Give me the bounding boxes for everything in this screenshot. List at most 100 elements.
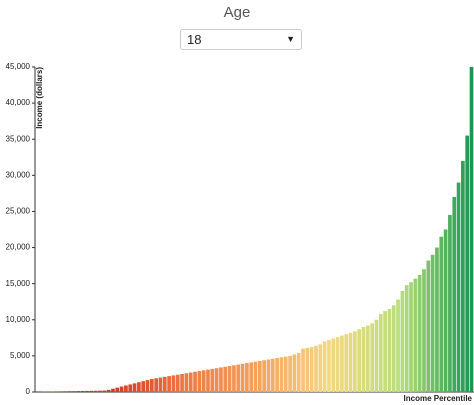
bar <box>353 331 357 392</box>
bar <box>59 391 63 392</box>
bar <box>102 390 107 392</box>
bar <box>193 371 197 392</box>
bar <box>154 378 158 392</box>
bar <box>232 365 236 392</box>
bar <box>236 364 241 392</box>
y-tick-label: 35,000 <box>6 134 31 143</box>
bar <box>387 308 392 392</box>
y-tick-label: 0 <box>26 387 31 396</box>
bar <box>197 371 202 392</box>
y-tick-label: 10,000 <box>6 315 31 324</box>
bar <box>132 383 137 392</box>
bar <box>288 355 292 392</box>
bar <box>378 314 383 392</box>
bar <box>72 391 76 392</box>
bar <box>111 388 115 392</box>
bar <box>262 360 266 392</box>
bar <box>361 327 366 392</box>
bar <box>89 390 94 392</box>
bar <box>93 390 98 392</box>
bar <box>465 135 470 392</box>
bar <box>374 319 379 392</box>
bar <box>249 362 254 392</box>
bar <box>175 374 180 392</box>
bar <box>409 282 413 392</box>
bar <box>327 340 331 392</box>
bar <box>335 337 340 392</box>
bar <box>137 382 141 392</box>
bar <box>188 372 193 392</box>
control-label: Age <box>223 4 251 21</box>
bar <box>283 356 288 392</box>
bar <box>391 305 396 392</box>
bar <box>439 236 444 392</box>
bar <box>227 366 232 392</box>
bar <box>214 368 219 392</box>
bar <box>366 325 370 392</box>
bar <box>301 348 305 392</box>
bar <box>245 363 249 392</box>
bar <box>119 386 124 392</box>
bar <box>98 390 102 392</box>
bar <box>396 299 400 392</box>
bar <box>128 384 133 392</box>
bar <box>180 373 184 392</box>
bar <box>106 389 111 392</box>
y-tick-label: 5,000 <box>10 351 31 360</box>
bar <box>370 323 374 392</box>
bar <box>430 254 435 392</box>
bar <box>331 338 336 392</box>
bar <box>340 335 344 392</box>
bar <box>206 369 210 392</box>
bar <box>400 290 405 392</box>
bar <box>223 366 228 392</box>
bar <box>258 360 262 392</box>
dropdown-value: 18 <box>187 32 202 47</box>
bar <box>322 341 327 392</box>
bar <box>266 359 271 392</box>
bar <box>448 215 452 392</box>
bar <box>253 361 258 392</box>
bar <box>309 347 314 392</box>
bar <box>219 367 223 392</box>
bar <box>461 160 465 392</box>
bar <box>417 275 422 392</box>
bar <box>435 247 439 392</box>
y-tick-label: 30,000 <box>6 170 31 179</box>
bar <box>124 385 128 392</box>
bar <box>348 332 353 392</box>
dropdown-arrow[interactable]: ▼ <box>286 34 295 44</box>
bar <box>314 345 318 392</box>
bar <box>158 377 163 392</box>
bar <box>404 285 409 392</box>
bar <box>67 391 72 392</box>
x-axis-label: Income Percentile <box>404 394 473 403</box>
bar <box>296 353 301 392</box>
y-tick-label: 20,000 <box>6 243 31 252</box>
y-tick-label: 25,000 <box>6 207 31 216</box>
bar <box>145 380 150 392</box>
bar <box>80 390 85 392</box>
bar <box>171 375 176 392</box>
bar <box>85 390 89 392</box>
bar <box>275 358 279 392</box>
age-dropdown[interactable]: 18 ▼ <box>180 29 302 50</box>
bar <box>357 329 362 392</box>
bar <box>63 391 68 392</box>
bar <box>426 260 431 392</box>
bar <box>162 376 167 392</box>
bar <box>240 363 245 392</box>
y-tick-label: 15,000 <box>6 279 31 288</box>
bar <box>184 373 189 392</box>
bar <box>167 376 171 392</box>
bar <box>456 182 461 392</box>
y-axis-label: Income (dollars) <box>35 67 44 129</box>
bar <box>305 347 310 392</box>
bar <box>270 358 275 392</box>
bar <box>201 370 206 392</box>
bar <box>383 311 387 392</box>
bar <box>54 391 59 392</box>
bar <box>318 344 323 392</box>
